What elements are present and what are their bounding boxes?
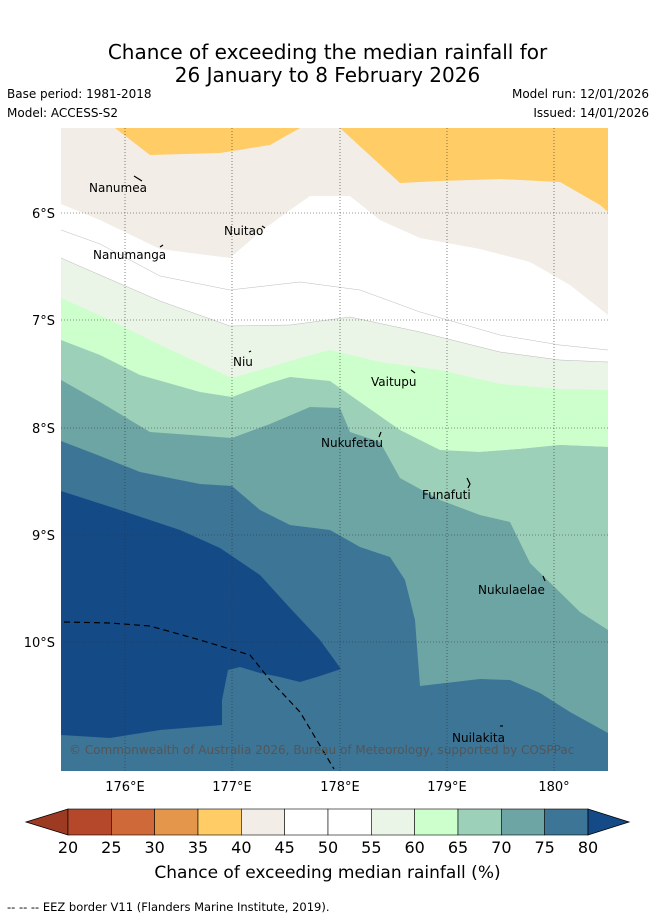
colorbar-tick-label: 80 [577, 838, 599, 857]
eez-border-line [63, 621, 335, 770]
copyright-notice: © Commonwealth of Australia 2026, Bureau… [69, 743, 574, 757]
colorbar-segment [501, 808, 545, 836]
colorbar-tick-label: 30 [144, 838, 165, 857]
colorbar-tick-label: 70 [491, 838, 512, 857]
island-label: Nukulaelae [478, 583, 545, 597]
lat-label: 10°S [24, 636, 55, 651]
island-label: Nuilakita [452, 731, 505, 745]
colorbar-high-extension [587, 808, 631, 836]
island-label: Nanumanga [93, 248, 166, 262]
colorbar-segment [241, 808, 285, 836]
colorbar-tick-label: 35 [187, 838, 209, 857]
contour-layers [61, 128, 608, 771]
eez-legend-note: -- -- -- EEZ border V11 (Flanders Marine… [7, 900, 330, 914]
colorbar-tick-label: 25 [101, 838, 122, 857]
lon-label: 180° [538, 780, 569, 795]
colorbar-tick-label: 40 [231, 838, 252, 857]
colorbar-segment [457, 808, 502, 836]
colorbar-tick-label: 65 [447, 838, 469, 857]
island-label: Niu [233, 355, 253, 369]
colorbar-segment [197, 808, 242, 836]
colorbar-tick-label: 50 [317, 838, 339, 857]
colorbar-low-extension [24, 808, 69, 836]
colorbar-tick-label: 55 [361, 838, 382, 857]
longitude-labels: 176°E 177°E 178°E 179°E 180° [105, 780, 569, 795]
colorbar-tick-label: 60 [404, 838, 425, 857]
model-run: Model run: 12/01/2026 [511, 87, 649, 101]
lon-label: 179°E [427, 780, 467, 795]
colorbar [24, 808, 631, 836]
colorbar-title: Chance of exceeding median rainfall (%) [154, 863, 501, 883]
colorbar-tick-label: 20 [57, 838, 79, 857]
latitude-labels: 6°S 7°S 8°S 9°S 10°S [24, 207, 55, 651]
lat-label: 8°S [32, 422, 55, 437]
colorbar-tick-label: 45 [274, 838, 295, 857]
colorbar-tick-labels: 20 25 30 35 40 45 50 55 60 65 70 75 80 [0, 838, 655, 858]
contour-line [61, 257, 608, 363]
lat-label: 7°S [32, 314, 55, 329]
model-name: Model: ACCESS-S2 [7, 106, 119, 120]
issued-date: Issued: 14/01/2026 [533, 106, 649, 120]
colorbar-segment [414, 808, 459, 836]
colorbar-segment [284, 808, 329, 836]
island-labels: Nanumea Nuitao Nanumanga Niu Vaitupu Nuk… [89, 181, 545, 745]
island-label: Funafuti [422, 488, 471, 502]
lat-label: 9°S [32, 529, 55, 544]
colorbar-segment [327, 808, 372, 836]
colorbar-segment [371, 808, 415, 836]
base-period: Base period: 1981-2018 [7, 87, 152, 101]
lon-label: 176°E [105, 780, 145, 795]
island-shapes [133, 175, 546, 727]
lon-label: 177°E [212, 780, 252, 795]
contour-line [61, 229, 608, 351]
colorbar-tick-label: 75 [534, 838, 555, 857]
title-line-2: 26 January to 8 February 2026 [174, 63, 481, 87]
lon-label: 178°E [320, 780, 360, 795]
island-label: Vaitupu [371, 375, 417, 389]
lat-label: 6°S [32, 207, 55, 222]
title-line-1: Chance of exceeding the median rainfall … [107, 40, 548, 64]
gridlines [61, 128, 608, 771]
island-label: Nuitao [224, 224, 263, 238]
colorbar-segment [67, 808, 112, 836]
island-label: Nukufetau [321, 436, 383, 450]
island-label: Nanumea [89, 181, 147, 195]
colorbar-segment [154, 808, 199, 836]
colorbar-segment [111, 808, 155, 836]
colorbar-segment [544, 808, 589, 836]
band-above-80 [61, 491, 341, 738]
